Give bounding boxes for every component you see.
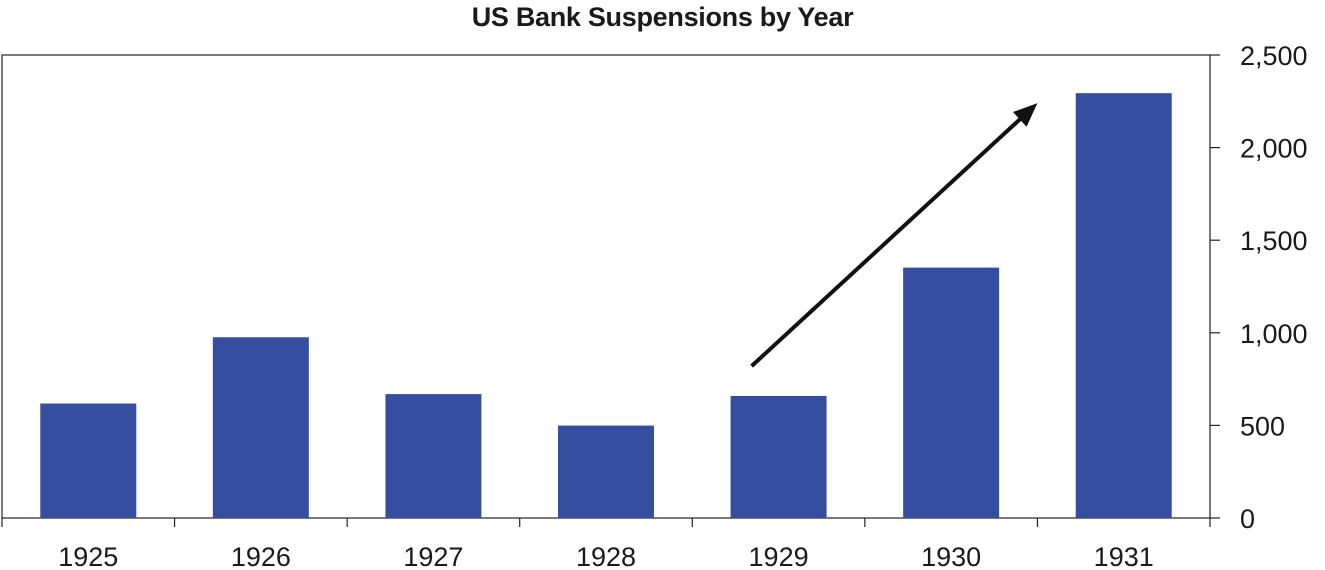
y-tick-label: 0 xyxy=(1240,504,1255,534)
trend-arrow-annotation xyxy=(750,103,1038,368)
x-tick-label: 1926 xyxy=(231,542,291,570)
bar-1930 xyxy=(903,267,1000,518)
y-tick-label: 500 xyxy=(1240,411,1285,441)
bars-group xyxy=(40,93,1172,519)
x-tick-label: 1929 xyxy=(749,542,809,570)
bar-1928 xyxy=(558,425,654,518)
bar-1929 xyxy=(730,395,827,518)
x-tick-label: 1928 xyxy=(576,542,636,570)
y-axis: 0 500 1,000 1,500 2,000 2,500 xyxy=(1210,41,1308,534)
arrow-head xyxy=(1012,103,1038,127)
arrow-shaft xyxy=(750,116,1023,368)
bar-1926 xyxy=(212,337,309,518)
y-tick-label: 1,500 xyxy=(1240,226,1308,256)
bar-1931 xyxy=(1075,93,1172,519)
y-tick-label: 1,000 xyxy=(1240,319,1308,349)
bar-1927 xyxy=(385,394,482,518)
x-tick-label: 1925 xyxy=(58,542,118,570)
bar-1925 xyxy=(40,403,137,518)
x-axis: 1925 1926 1927 1928 1929 1930 1931 xyxy=(1,518,1211,570)
y-tick-label: 2,000 xyxy=(1240,134,1308,164)
chart-title: US Bank Suspensions by Year xyxy=(471,2,854,32)
x-tick-label: 1927 xyxy=(403,542,463,570)
y-tick-label: 2,500 xyxy=(1240,41,1308,71)
x-tick-label: 1931 xyxy=(1094,542,1154,570)
x-tick-label: 1930 xyxy=(921,542,981,570)
